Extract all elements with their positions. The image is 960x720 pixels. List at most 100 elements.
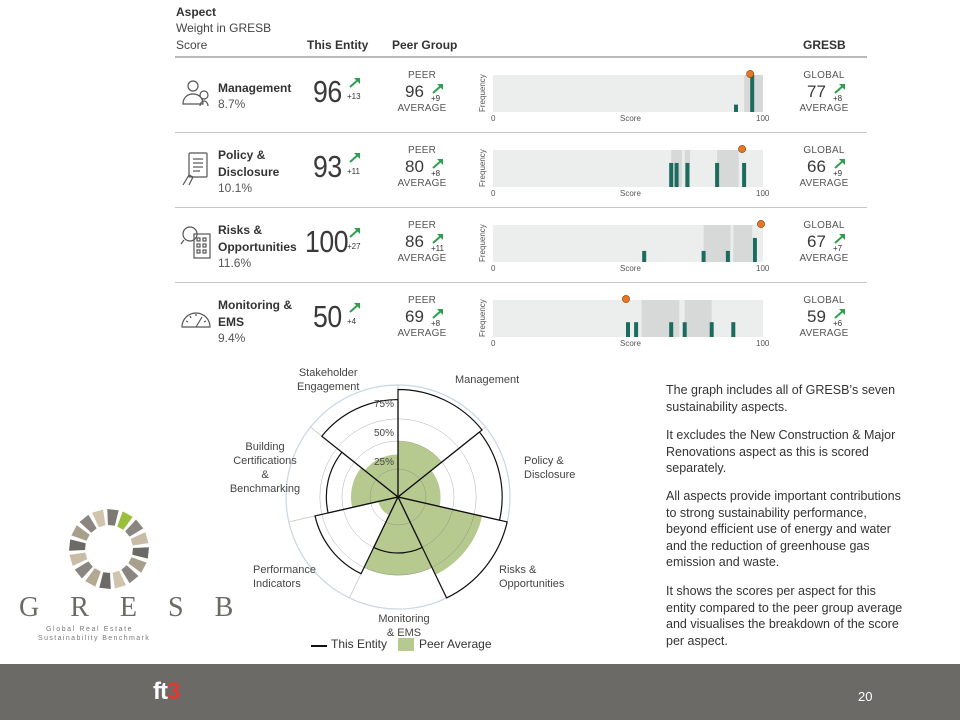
footer-bar: ft3 20 [0, 664, 960, 720]
aspect-weight: 11.6% [218, 256, 252, 270]
logo-ring-segment [125, 519, 144, 537]
logo-ring-segment [79, 514, 97, 533]
global-average-label: AVERAGE [799, 328, 849, 339]
aspect-weight: 8.7% [218, 97, 246, 111]
global-score: 66 [807, 157, 826, 176]
logo-ring-segment [121, 565, 139, 584]
frequency-histogram [493, 220, 765, 262]
histogram-bar [626, 322, 630, 337]
histogram-bar [750, 75, 755, 112]
logo-ring-segment [107, 509, 119, 526]
frequency-axis-label: Frequency [478, 74, 487, 112]
entity-score: 96 [313, 74, 342, 109]
peer-delta: +8 [431, 319, 441, 328]
radar-pct-50: 50% [374, 428, 395, 439]
policy-document-icon [180, 151, 212, 192]
axis-min-label: 0 [491, 189, 496, 198]
trend-up-arrow-icon [348, 226, 362, 244]
peer-average-sector [398, 470, 441, 507]
entity-score-marker [622, 295, 630, 303]
logo-ring-segment [74, 561, 93, 579]
aspect-name: Monitoring & EMS 9.4% [218, 298, 292, 345]
logo-ring-segment [69, 552, 88, 566]
radar-label-monitoring: Monitoring & EMS [378, 613, 430, 639]
global-label: GLOBAL [803, 145, 845, 156]
frequency-histogram [493, 70, 763, 112]
logo-ring-segment [128, 557, 147, 573]
peer-score: 86 [405, 232, 424, 251]
histogram-band [684, 300, 712, 337]
aspect-header: Aspect [176, 5, 217, 19]
radar-label-policy: Policy & Disclosure [524, 455, 576, 481]
ft3-logo: ft3 [153, 678, 180, 705]
this-entity-sector [397, 388, 483, 499]
axis-min-label: 0 [491, 264, 496, 273]
histogram-band [733, 225, 753, 262]
histogram-bar [701, 250, 706, 262]
histogram-bar [634, 322, 639, 337]
logo-ring-segment [99, 572, 111, 589]
trend-up-arrow-icon [833, 82, 847, 100]
global-average-block: GLOBAL 77 +8 AVERAGE [795, 70, 853, 114]
peer-average-sector [398, 497, 483, 575]
peer-score: 96 [405, 82, 424, 101]
peer-average-sector [364, 454, 398, 497]
global-delta: +8 [833, 94, 843, 103]
frequency-histogram [493, 145, 763, 187]
trend-up-arrow-icon [431, 157, 445, 175]
this-entity-header: This Entity [307, 38, 369, 52]
entity-delta: +11 [347, 167, 360, 176]
management-icon [180, 78, 212, 113]
peer-group-header: Peer Group [392, 38, 458, 52]
aspect-name: Risks & Opportunities 11.6% [218, 223, 297, 270]
radar-label-management: Management [455, 374, 520, 386]
this-entity-sector [320, 398, 399, 499]
aspect-weight: 10.1% [218, 181, 253, 195]
frequency-histogram [493, 295, 763, 337]
global-label: GLOBAL [803, 295, 845, 306]
global-average-label: AVERAGE [799, 103, 849, 114]
peer-average-label: AVERAGE [397, 328, 447, 339]
gauge-icon [180, 309, 212, 334]
peer-label: PEER [407, 220, 437, 231]
global-average-block: GLOBAL 66 +9 AVERAGE [795, 145, 853, 189]
score-header: Score [176, 38, 208, 52]
global-average-label: AVERAGE [799, 253, 849, 264]
peer-score: 80 [405, 157, 424, 176]
logo-ring-segment [112, 570, 126, 589]
histogram-bar [752, 237, 757, 262]
radar-label-risks: Risks & Opportunities [499, 564, 565, 590]
logo-ring-segment [92, 509, 106, 528]
entity-score: 100 [305, 224, 349, 259]
aspect-name: Management 8.7% [218, 81, 292, 111]
legend-this-entity: This Entity [331, 637, 388, 651]
histogram-bar [734, 104, 738, 112]
histogram-bar [725, 250, 730, 262]
aspect-row: Risks & Opportunities 11.6% 100 +27 PEER 86 +11… [0, 212, 960, 287]
trend-up-arrow-icon [833, 307, 847, 325]
frequency-axis-label: Frequency [478, 149, 487, 187]
global-average-block: GLOBAL 67 +7 AVERAGE [795, 220, 853, 264]
peer-label: PEER [407, 70, 437, 81]
trend-up-arrow-icon [833, 232, 847, 250]
histogram-bar [715, 162, 720, 187]
axis-title-score: Score [620, 339, 641, 348]
histogram-band [717, 150, 739, 187]
axis-min-label: 0 [491, 114, 496, 123]
aspect-row: Management 8.7% 96 +13 PEER 96 +9 AVERAGE GLOBAL… [0, 62, 960, 137]
gresb-logo-wordmark: G R E S B [19, 592, 246, 623]
logo-ring-segment [71, 525, 90, 541]
global-delta: +6 [833, 319, 843, 328]
peer-average-block: PEER 96 +9 AVERAGE [393, 70, 451, 114]
row-divider [175, 132, 867, 133]
global-delta: +9 [833, 169, 843, 178]
frequency-axis-label: Frequency [478, 299, 487, 337]
histogram-band [641, 300, 680, 337]
peer-label: PEER [407, 145, 437, 156]
histogram-bar [731, 322, 736, 337]
histogram-bar [742, 162, 747, 187]
peer-label: PEER [407, 295, 437, 306]
peer-average-label: AVERAGE [397, 103, 447, 114]
gresb-logo-tagline-1: Global Real Estate [46, 626, 134, 633]
histogram-bar [685, 162, 690, 187]
